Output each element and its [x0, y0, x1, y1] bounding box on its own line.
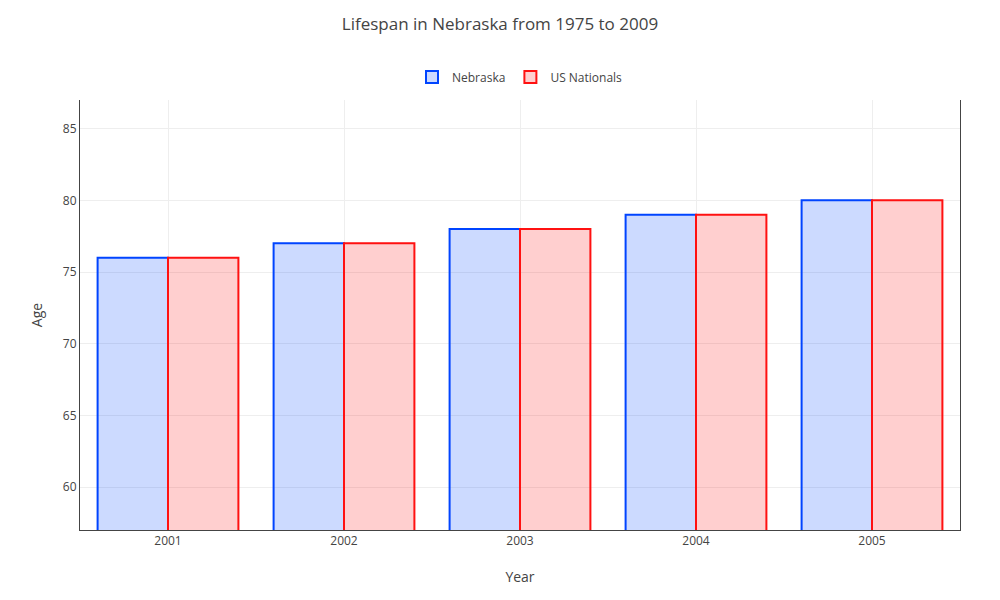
svg-text:Age: Age: [27, 303, 46, 327]
svg-text:70: 70: [63, 335, 77, 352]
svg-text:80: 80: [63, 192, 77, 209]
svg-text:2001: 2001: [154, 532, 181, 549]
svg-text:US Nationals: US Nationals: [550, 69, 622, 86]
svg-text:Year: Year: [505, 567, 534, 586]
svg-text:2005: 2005: [858, 532, 886, 549]
svg-text:60: 60: [63, 478, 77, 495]
svg-text:65: 65: [63, 407, 77, 424]
svg-text:2003: 2003: [506, 532, 534, 549]
svg-text:85: 85: [63, 120, 77, 137]
svg-text:2004: 2004: [682, 532, 710, 549]
svg-text:2002: 2002: [330, 532, 358, 549]
svg-text:75: 75: [63, 263, 77, 280]
svg-text:Nebraska: Nebraska: [452, 69, 505, 86]
svg-text:Lifespan in Nebraska from 1975: Lifespan in Nebraska from 1975 to 2009: [342, 12, 658, 35]
